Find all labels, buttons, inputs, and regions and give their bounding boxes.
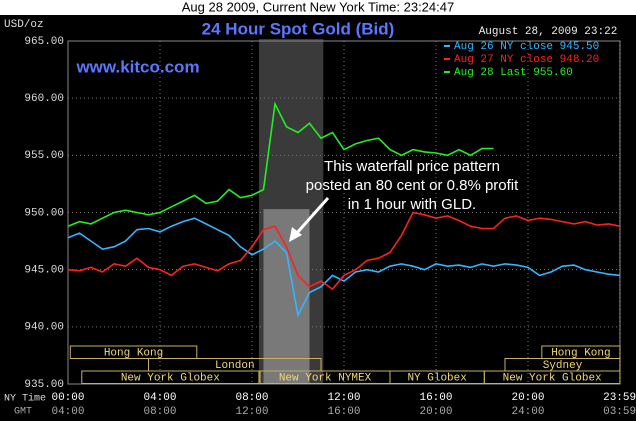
y-axis-label: USD/oz [4,19,44,31]
x2-tick-label: 16:00 [327,406,360,418]
y-tick-label: 945.00 [24,265,64,277]
arrow-shaft [294,197,330,235]
x2-tick-label: 08:00 [143,406,176,418]
y-tick-label: 955.00 [24,150,64,162]
session-label: New York Globex [121,372,220,384]
x-tick-label: 00:00 [51,392,84,404]
x2-axis-label: GMT [14,407,32,418]
session-label: Hong Kong [104,347,163,359]
session-label: NY Globex [407,372,467,384]
session-label: London [215,360,255,372]
x2-tick-label: 04:00 [51,406,84,418]
session-box [69,345,198,359]
price-line [67,217,621,318]
arrow-head [289,227,302,242]
legend-label: Aug 26 NY close 945.50 [454,41,599,53]
x-tick-label: 16:00 [419,392,452,404]
chart-title: 24 Hour Spot Gold (Bid) [202,19,395,38]
x2-tick-label: 24:00 [511,406,544,418]
legend-label: Aug 28 Last 955.60 [454,67,573,79]
y-tick-label: 960.00 [24,93,64,105]
x2-tick-label: 03:59 [603,406,636,418]
timestamp: August 28, 2009 23:22 [479,26,618,38]
x-tick-label: 04:00 [143,392,176,404]
y-tick-label: 935.00 [24,379,64,391]
session-box [483,370,621,384]
y-tick-label: 950.00 [24,207,64,219]
x2-tick-label: 20:00 [419,406,452,418]
price-line [67,211,621,291]
x-tick-label: 23:59 [603,392,636,404]
header-bar [0,0,636,15]
x-tick-label: 08:00 [235,392,268,404]
annotation: This waterfall price pattern [324,158,500,175]
y-tick-label: 965.00 [24,36,64,48]
session-label: Sydney [543,360,583,372]
price-line [67,101,494,227]
session-box [81,370,260,384]
highlight-box [263,209,310,384]
session-label: Hong Kong [551,347,610,359]
x-tick-label: 12:00 [327,392,360,404]
website: www.kitco.com [75,57,199,76]
x-axis-label: NY Time [4,393,46,405]
y-tick-label: 940.00 [24,322,64,334]
legend-label: Aug 27 NY close 948.20 [454,54,599,66]
annotation: in 1 hour with GLD. [348,196,476,213]
x2-tick-label: 12:00 [235,406,268,418]
header-text: Aug 28 2009, Current New York Time: 23:2… [182,0,454,14]
session-label: New York NYMEX [279,372,372,384]
session-label: New York Globex [503,372,602,384]
annotation: posted an 80 cent or 0.8% profit [306,177,519,194]
x-tick-label: 20:00 [511,392,544,404]
